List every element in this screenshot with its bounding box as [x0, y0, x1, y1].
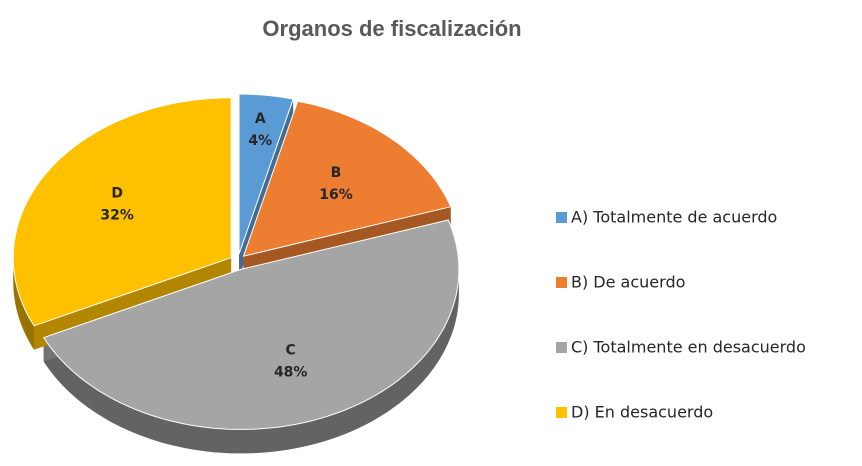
- value-label: 32%: [100, 208, 134, 224]
- slice: [238, 93, 294, 255]
- slice-label: A: [255, 111, 266, 127]
- legend-swatch: [556, 342, 567, 353]
- value-label: 48%: [274, 365, 308, 381]
- legend-label: D) En desacuerdo: [571, 403, 713, 422]
- slice-label: C: [286, 343, 296, 359]
- slice: [12, 97, 232, 327]
- chart-title: Organos de fiscalización: [262, 16, 521, 41]
- slice-side: [43, 269, 459, 454]
- slice-label: B: [331, 165, 342, 181]
- legend-swatch: [556, 212, 567, 223]
- legend-swatch: [556, 277, 567, 288]
- legend-swatch: [556, 407, 567, 418]
- slice-side: [13, 257, 34, 350]
- slice: [242, 100, 452, 257]
- value-label: 4%: [248, 133, 272, 149]
- legend-label: B) De acuerdo: [571, 273, 685, 292]
- legend-label: A) Totalmente de acuerdo: [571, 208, 777, 227]
- value-label: 16%: [319, 187, 353, 203]
- legend-label: C) Totalmente en desacuerdo: [571, 338, 806, 357]
- slice-label: D: [111, 186, 123, 202]
- slice: [42, 219, 460, 430]
